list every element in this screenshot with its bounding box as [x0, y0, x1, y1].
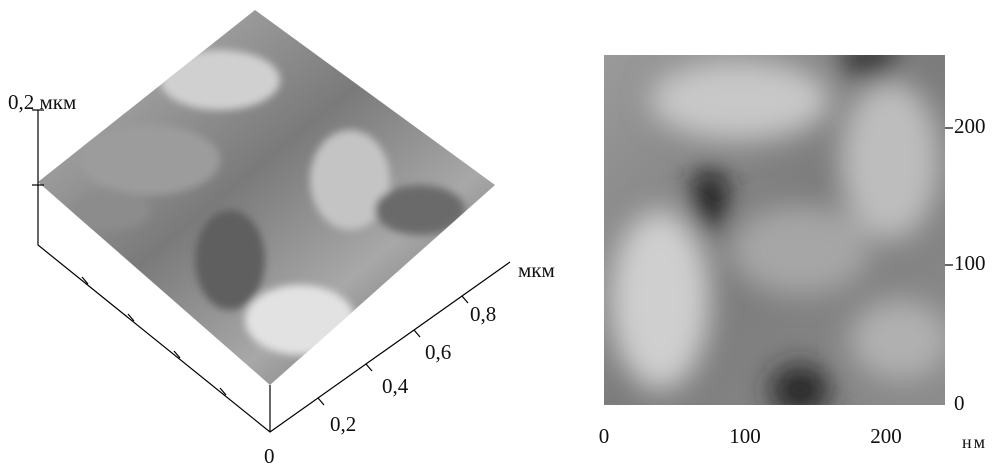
x-unit: нм: [962, 432, 987, 452]
x-tick-label: 0: [599, 424, 610, 448]
y-tick-label: 100: [954, 251, 986, 275]
y-tick-label: 0: [954, 391, 965, 415]
tick-label: 0,4: [382, 374, 409, 398]
origin-label: 0: [264, 444, 275, 468]
x-tick-label: 100: [729, 424, 761, 448]
surface-3d: 0,2 мкм мкм 0,2 0,4 0,6 0,8 0: [8, 10, 555, 468]
figure: 0,2 мкм мкм 0,2 0,4 0,6 0,8 0 0 100 200 …: [0, 0, 1008, 468]
ticks: [945, 128, 953, 265]
tick-label: 0,2: [330, 412, 356, 436]
z-label: 0,2 мкм: [8, 90, 76, 114]
tick-label: 0,6: [425, 340, 451, 364]
y-tick-label: 200: [954, 114, 986, 138]
tick-label: 0,8: [470, 302, 496, 326]
x-tick-label: 200: [870, 424, 902, 448]
axis-unit: мкм: [518, 258, 555, 282]
image-2d: 0 100 200 0 100 200 нм: [599, 40, 987, 452]
